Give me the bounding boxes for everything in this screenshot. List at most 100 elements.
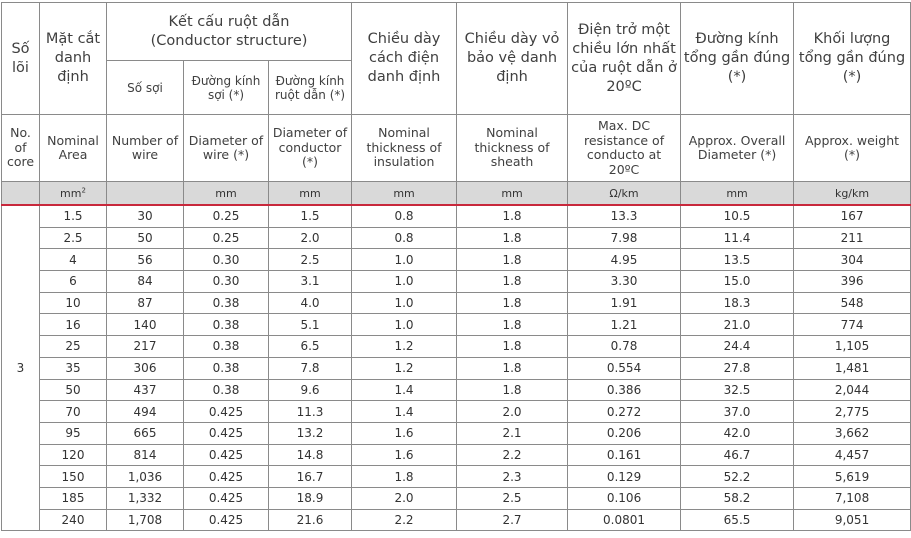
cell-overall-diameter: 18.3 xyxy=(680,291,795,315)
cell-wire-count: 87 xyxy=(106,291,184,315)
cell-wire-diameter: 0.38 xyxy=(183,335,269,358)
unit-overall: mm xyxy=(680,181,795,206)
cell-insulation-thickness: 1.0 xyxy=(351,313,458,337)
cell-wire-count: 140 xyxy=(106,313,184,337)
cell-wire-count: 217 xyxy=(106,335,184,358)
header-mat-cat: Mặt cắt danh định xyxy=(39,2,107,115)
cell-area: 6 xyxy=(39,270,107,293)
cell-core-count: 3 xyxy=(1,204,40,532)
cell-weight: 4,457 xyxy=(793,443,911,467)
unit-sheath: mm xyxy=(456,181,569,206)
header-ket-cau-vi: Kết cấu ruột dẫn xyxy=(168,13,290,30)
cell-area: 120 xyxy=(39,443,107,467)
cell-wire-count: 1,036 xyxy=(106,465,184,488)
cell-insulation-thickness: 1.4 xyxy=(351,400,458,423)
cell-area: 185 xyxy=(39,486,107,510)
cell-wire-count: 665 xyxy=(106,421,184,445)
cell-sheath-thickness: 1.8 xyxy=(456,313,569,337)
unit-area-superscript: 2 xyxy=(81,185,86,194)
cell-weight: 548 xyxy=(793,291,911,315)
header-chieu-day-vo: Chiều dày vỏ bảo vệ danh định xyxy=(456,2,569,115)
header-number-of-wire: Number of wire xyxy=(106,114,184,182)
header-dk-ruot: Đường kính ruột dẫn (*) xyxy=(267,60,353,115)
cell-insulation-thickness: 1.6 xyxy=(351,421,458,445)
cell-sheath-thickness: 2.2 xyxy=(456,443,569,467)
cell-sheath-thickness: 1.8 xyxy=(456,204,569,228)
cell-wire-count: 56 xyxy=(106,248,184,272)
cell-dc-resistance: 0.78 xyxy=(567,335,682,358)
unit-weight: kg/km xyxy=(793,181,911,206)
cell-wire-diameter: 0.425 xyxy=(183,400,269,423)
cell-insulation-thickness: 1.4 xyxy=(351,378,458,402)
cell-sheath-thickness: 1.8 xyxy=(456,335,569,358)
cell-conductor-diameter: 4.0 xyxy=(267,291,353,315)
cell-conductor-diameter: 16.7 xyxy=(267,465,353,488)
cell-conductor-diameter: 3.1 xyxy=(267,270,353,293)
header-overall-diameter: Approx. Overall Diameter (*) xyxy=(680,114,795,182)
header-so-soi: Số sợi xyxy=(106,60,184,115)
cell-conductor-diameter: 9.6 xyxy=(267,378,353,402)
header-nominal-area: Nominal Area xyxy=(39,114,107,182)
cell-weight: 7,108 xyxy=(793,486,911,510)
unit-wire xyxy=(106,181,184,206)
cell-insulation-thickness: 0.8 xyxy=(351,204,458,228)
cell-dc-resistance: 1.21 xyxy=(567,313,682,337)
cell-sheath-thickness: 1.8 xyxy=(456,291,569,315)
cell-wire-diameter: 0.25 xyxy=(183,204,269,228)
cell-insulation-thickness: 2.2 xyxy=(351,508,458,532)
cell-wire-count: 50 xyxy=(106,226,184,250)
cell-overall-diameter: 65.5 xyxy=(680,508,795,532)
cell-conductor-diameter: 1.5 xyxy=(267,204,353,228)
cell-dc-resistance: 0.554 xyxy=(567,356,682,380)
cell-dc-resistance: 0.386 xyxy=(567,378,682,402)
unit-resistance: Ω/km xyxy=(567,181,682,206)
cell-overall-diameter: 32.5 xyxy=(680,378,795,402)
cell-wire-diameter: 0.25 xyxy=(183,226,269,250)
cell-wire-diameter: 0.425 xyxy=(183,443,269,467)
cell-weight: 167 xyxy=(793,204,911,228)
table-row: 120 814 0.425 14.8 1.6 2.2 0.161 46.7 4,457 xyxy=(2,443,911,467)
cell-wire-diameter: 0.30 xyxy=(183,270,269,293)
table-body: 3 1.5 30 0.25 1.5 0.8 1.8 13.3 10.5 167 2.5 50 0.25 2… xyxy=(1,204,911,532)
cell-weight: 9,051 xyxy=(793,508,911,532)
cell-sheath-thickness: 1.8 xyxy=(456,378,569,402)
cell-conductor-diameter: 2.0 xyxy=(267,226,353,250)
cell-dc-resistance: 13.3 xyxy=(567,204,682,228)
table-row: 50 437 0.38 9.6 1.4 1.8 0.386 32.5 2,044 xyxy=(2,378,911,402)
cell-dc-resistance: 1.91 xyxy=(567,291,682,315)
cell-conductor-diameter: 7.8 xyxy=(267,356,353,380)
cell-dc-resistance: 0.129 xyxy=(567,465,682,488)
cell-overall-diameter: 13.5 xyxy=(680,248,795,272)
cell-conductor-diameter: 13.2 xyxy=(267,421,353,445)
cell-insulation-thickness: 1.8 xyxy=(351,465,458,488)
cell-dc-resistance: 0.106 xyxy=(567,486,682,510)
table-row: 150 1,036 0.425 16.7 1.8 2.3 0.129 52.2 5,619 xyxy=(2,465,911,488)
cell-wire-count: 84 xyxy=(106,270,184,293)
cell-sheath-thickness: 2.0 xyxy=(456,400,569,423)
cell-overall-diameter: 10.5 xyxy=(680,204,795,228)
cell-dc-resistance: 0.272 xyxy=(567,400,682,423)
cell-wire-count: 306 xyxy=(106,356,184,380)
cell-dc-resistance: 3.30 xyxy=(567,270,682,293)
table-row: 25 217 0.38 6.5 1.2 1.8 0.78 24.4 1,105 xyxy=(2,335,911,358)
cell-wire-diameter: 0.38 xyxy=(183,291,269,315)
cell-overall-diameter: 42.0 xyxy=(680,421,795,445)
cell-wire-diameter: 0.30 xyxy=(183,248,269,272)
cell-overall-diameter: 46.7 xyxy=(680,443,795,467)
cell-weight: 396 xyxy=(793,270,911,293)
table-row: 6 84 0.30 3.1 1.0 1.8 3.30 15.0 396 xyxy=(2,270,911,293)
table-row: 95 665 0.425 13.2 1.6 2.1 0.206 42.0 3,662 xyxy=(2,421,911,445)
cell-area: 16 xyxy=(39,313,107,337)
cell-weight: 774 xyxy=(793,313,911,337)
cell-area: 95 xyxy=(39,421,107,445)
cell-insulation-thickness: 1.6 xyxy=(351,443,458,467)
cell-wire-count: 1,708 xyxy=(106,508,184,532)
unit-area: mm2 xyxy=(39,181,107,206)
header-ket-cau-en: (Conductor structure) xyxy=(150,32,308,49)
table-row: 16 140 0.38 5.1 1.0 1.8 1.21 21.0 774 xyxy=(2,313,911,337)
header-chieu-day-cach-dien: Chiều dày cách điện danh định xyxy=(351,2,458,115)
cell-weight: 304 xyxy=(793,248,911,272)
cell-overall-diameter: 21.0 xyxy=(680,313,795,337)
cell-area: 10 xyxy=(39,291,107,315)
table-row: 240 1,708 0.425 21.6 2.2 2.7 0.0801 65.5 9,051 xyxy=(2,508,911,532)
